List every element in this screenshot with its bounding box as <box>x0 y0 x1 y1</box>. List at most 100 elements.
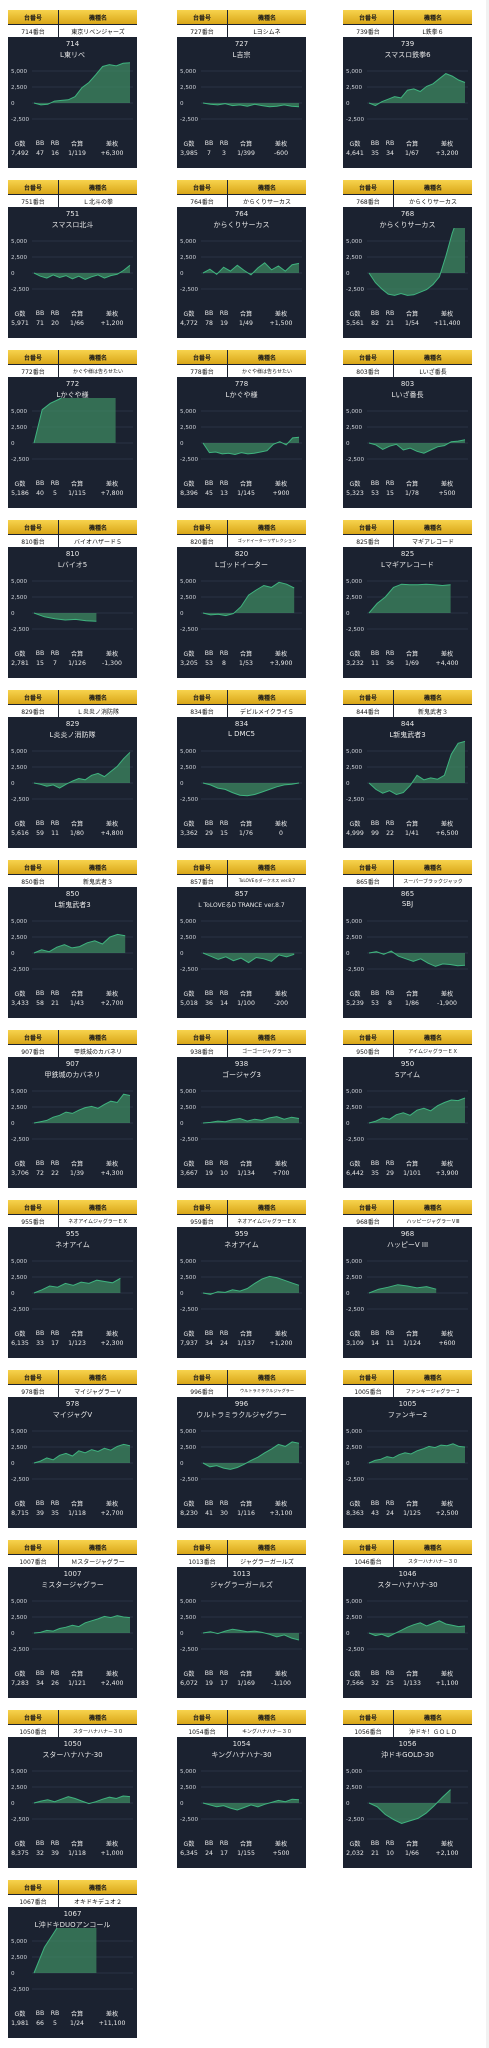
stat-header: G数 <box>183 480 195 488</box>
chart-machine-number: 1054 <box>232 1740 251 1748</box>
y-tick-label: -2,500 <box>346 1307 364 1313</box>
graph-line <box>368 1284 437 1294</box>
stat-header: G数 <box>349 1840 361 1848</box>
machine-card[interactable]: 台番号 機種名 938番台 ゴーゴージャグラー３ 938 ゴージャグ3 5,000 2,500… <box>177 1030 306 1188</box>
machine-card[interactable]: 台番号 機種名 739番台 L鉄拳６ 739 スマスロ鉄拳6 5,000 2,500 0 -2,5… <box>343 10 472 168</box>
model-name: ファンキージャグラー２ <box>394 1385 472 1397</box>
machine-card[interactable]: 台番号 機種名 1005番台 ファンキージャグラー２ 1005 ファンキー2 5,000 2,… <box>343 1370 472 1528</box>
y-tick-label: 5,000 <box>346 409 362 415</box>
stat-value: 1/116 <box>237 1509 255 1517</box>
card-header: 台番号 機種名 <box>343 10 472 24</box>
machine-card[interactable]: 台番号 機種名 803番台 Lいざ番長 803 Lいざ番長 5,000 2,500 0 -2,50… <box>343 350 472 508</box>
stats-header-row: G数 BB RB 合算 差枚 <box>8 478 137 488</box>
graph-chart: 5,000 2,500 0 -2,500 <box>11 62 133 123</box>
machine-card[interactable]: 台番号 機種名 1050番台 スターハナハナ－３０ 1050 スターハナハナ-30 5,00… <box>8 1710 137 1868</box>
model-name: かぐや様は告らせたい <box>228 365 306 377</box>
card-header: 台番号 機種名 <box>343 1540 472 1554</box>
machine-card[interactable]: 台番号 機種名 850番台 新鬼武者３ 850 L新鬼武者3 5,000 2,500 0 -2,5… <box>8 860 137 1018</box>
y-tick-label: -2,500 <box>180 967 198 973</box>
machine-card[interactable]: 台番号 機種名 1007番台 Ｍスタージャグラー 1007 ミスタージャグラー 5,000 2… <box>8 1540 137 1698</box>
machine-card[interactable]: 台番号 機種名 714番台 東京リベンジャーズ 714 L東リべ 5,000 2,500 0 -2… <box>8 10 137 168</box>
chart-title: L沖ドキDUOアンコール <box>34 1921 111 1929</box>
stat-header: 差枚 <box>105 1330 119 1338</box>
graph-chart: 5,000 2,500 0 -2,500 <box>180 1769 302 1823</box>
scrollbar[interactable] <box>486 0 489 2048</box>
machine-card[interactable]: 台番号 機種名 751番台 Ｌ北斗の拳 751 スマスロ北斗 5,000 2,500 0 -2,5… <box>8 180 137 338</box>
machine-card[interactable]: 台番号 機種名 810番台 バイオハザード５ 810 Lバイオ5 5,000 2,500 0 -2… <box>8 520 137 678</box>
machine-card[interactable]: 台番号 機種名 727番台 Lヨシムネ 727 L吉宗 5,000 2,500 0 -2,500 G… <box>177 10 306 168</box>
machine-card[interactable]: 台番号 機種名 778番台 かぐや様は告らせたい 778 Lかぐや様 5,000 2,500 0… <box>177 350 306 508</box>
machine-card[interactable]: 台番号 機種名 834番台 デビルメイクライ５ 834 L DMC5 5,000 2,500 0… <box>177 690 306 848</box>
machine-card[interactable]: 台番号 機種名 829番台 Ｌ炎炎ノ消防隊 829 L炎炎ノ消防隊 5,000 2,500 0 -… <box>8 690 137 848</box>
chart-machine-number: 1046 <box>398 1570 417 1578</box>
model-header: 機種名 <box>59 1710 137 1724</box>
machine-card[interactable]: 台番号 機種名 1046番台 スターハナハナ－３０ 1046 スターハナハナ-30 5,00… <box>343 1540 472 1698</box>
machine-card[interactable]: 台番号 機種名 1054番台 キングハナハナ－３０ 1054 キングハナハナ-30 5,00… <box>177 1710 306 1868</box>
stat-header: 合算 <box>405 480 419 488</box>
stat-value: 5,186 <box>11 489 29 497</box>
machine-card[interactable]: 台番号 機種名 820番台 ゴッドイーターリザレクション 820 Lゴッドイーター 5,00… <box>177 520 306 678</box>
y-tick-label: -2,500 <box>180 1307 198 1313</box>
y-tick-label: 0 <box>11 781 15 787</box>
stat-value: 24 <box>386 1509 394 1517</box>
card-header: 台番号 機種名 <box>343 1200 472 1214</box>
stat-value: 5 <box>53 489 57 497</box>
graph-area <box>203 437 299 455</box>
stats-table: G数 BB RB 合算 差枚 7,566 32 25 1/133 +1,100 <box>343 1668 472 1688</box>
graph-line <box>368 1789 451 1825</box>
stat-header: 合算 <box>239 1500 253 1508</box>
graph-line <box>202 1275 300 1295</box>
graph-line <box>33 62 131 106</box>
stats-value-row: 3,109 14 11 1/124 +600 <box>343 1338 472 1348</box>
machine-card[interactable]: 台番号 機種名 1056番台 沖ドキ！ＧＯＬＤ 1056 沖ドキGOLD-30 5,000 2… <box>343 1710 472 1868</box>
stat-header: G数 <box>14 650 26 658</box>
card-header: 台番号 機種名 <box>8 1710 137 1724</box>
machine-card[interactable]: 台番号 機種名 955番台 ネオアイムジャグラーＥＸ 955 ネオアイム 5,000 2,50… <box>8 1200 137 1358</box>
machine-card[interactable]: 台番号 機種名 865番台 スーパーブラックジャック 865 SBJ 5,000 2,500 0… <box>343 860 472 1018</box>
machine-card[interactable]: 台番号 機種名 950番台 アイムジャグラーＥＸ 950 Sアイム 5,000 2,500 0 -… <box>343 1030 472 1188</box>
graph-chart: 5,000 2,500 0 -2,500 <box>346 1259 468 1313</box>
chart-machine-number: 844 <box>400 720 415 728</box>
machine-card[interactable]: 台番号 機種名 959番台 ネオアイムジャグラーＥＸ 959 ネオアイム 5,000 2,50… <box>177 1200 306 1358</box>
stat-value: +4,300 <box>100 1169 124 1177</box>
model-header: 機種名 <box>394 1540 472 1554</box>
y-tick-label: 2,500 <box>346 935 362 941</box>
card-header: 台番号 機種名 <box>8 1200 137 1214</box>
machine-card[interactable]: 台番号 機種名 844番台 新鬼武者３ 844 L新鬼武者3 5,000 2,500 0 -2,5… <box>343 690 472 848</box>
machine-card[interactable]: 台番号 機種名 825番台 マギアレコード 825 Lマギアレコード 5,000 2,500 0… <box>343 520 472 678</box>
machine-card[interactable]: 台番号 機種名 768番台 からくりサーカス 768 からくりサーカス 5,000 2,500… <box>343 180 472 338</box>
stat-header: 差枚 <box>105 1670 119 1678</box>
stats-table: G数 BB RB 合算 差枚 3,706 72 22 1/39 +4,300 <box>8 1158 137 1178</box>
machine-no-header: 台番号 <box>8 1200 58 1214</box>
machine-card[interactable]: 台番号 機種名 907番台 甲鉄城のカバネリ 907 甲鉄城のカバネリ 5,000 2,500… <box>8 1030 137 1188</box>
model-header: 機種名 <box>228 1200 306 1214</box>
y-tick-label: 0 <box>180 1631 184 1637</box>
machine-card[interactable]: 台番号 機種名 857番台 ToLOVEるダークネス ver.8.7 857 L ToLO… <box>177 860 306 1018</box>
stat-header: BB <box>370 139 380 147</box>
machine-no-header: 台番号 <box>8 10 58 24</box>
y-tick-label: 0 <box>11 1461 15 1467</box>
y-tick-label: 5,000 <box>11 239 27 245</box>
stats-table: G数 BB RB 合算 差枚 5,018 36 14 1/100 -200 <box>177 988 306 1008</box>
machine-card[interactable]: 台番号 機種名 1013番台 ジャグラーガールズ 1013 ジャグラーガールズ 5,000 2… <box>177 1540 306 1698</box>
y-tick-label: 5,000 <box>11 579 27 585</box>
stats-value-row: 7,937 34 24 1/137 +1,200 <box>177 1338 306 1348</box>
stats-value-row: 7,283 34 26 1/121 +2,400 <box>8 1678 137 1688</box>
y-tick-label: 2,500 <box>11 1615 27 1621</box>
machine-card[interactable]: 台番号 機種名 996番台 ウルトラミラクルジャグラー 996 ウルトラミラクルジャグラー… <box>177 1370 306 1528</box>
card-header: 台番号 機種名 <box>177 1710 306 1724</box>
machine-card[interactable]: 台番号 機種名 1067番台 オキドキデュオ２ 1067 L沖ドキDUOアンコール 5,00… <box>8 1880 137 2038</box>
chart-machine-number: 1050 <box>63 1740 82 1748</box>
y-tick-label: 2,500 <box>11 1105 27 1111</box>
machine-card[interactable]: 台番号 機種名 764番台 からくりサーカス 764 からくりサーカス 5,000 2,500… <box>177 180 306 338</box>
machine-card[interactable]: 台番号 機種名 772番台 かぐや様は告らせたい 772 Lかぐや様 5,000 2,500 0… <box>8 350 137 508</box>
stat-header: RB <box>219 649 229 657</box>
chart-title: Lマギアレコード <box>381 561 434 569</box>
machine-card[interactable]: 台番号 機種名 978番台 マイジャグラーＶ 978 マイジャグV 5,000 2,500 0 -… <box>8 1370 137 1528</box>
graph-line <box>368 950 466 967</box>
y-tick-label: -2,500 <box>346 457 364 463</box>
stat-header: BB <box>370 819 380 827</box>
stat-header: G数 <box>183 1160 195 1168</box>
graph-chart: 5,000 2,500 0 -2,500 <box>11 1259 133 1313</box>
machine-card[interactable]: 台番号 機種名 968番台 ハッピージャグラーＶⅢ 968 ハッピーV III 5,000 2… <box>343 1200 472 1358</box>
